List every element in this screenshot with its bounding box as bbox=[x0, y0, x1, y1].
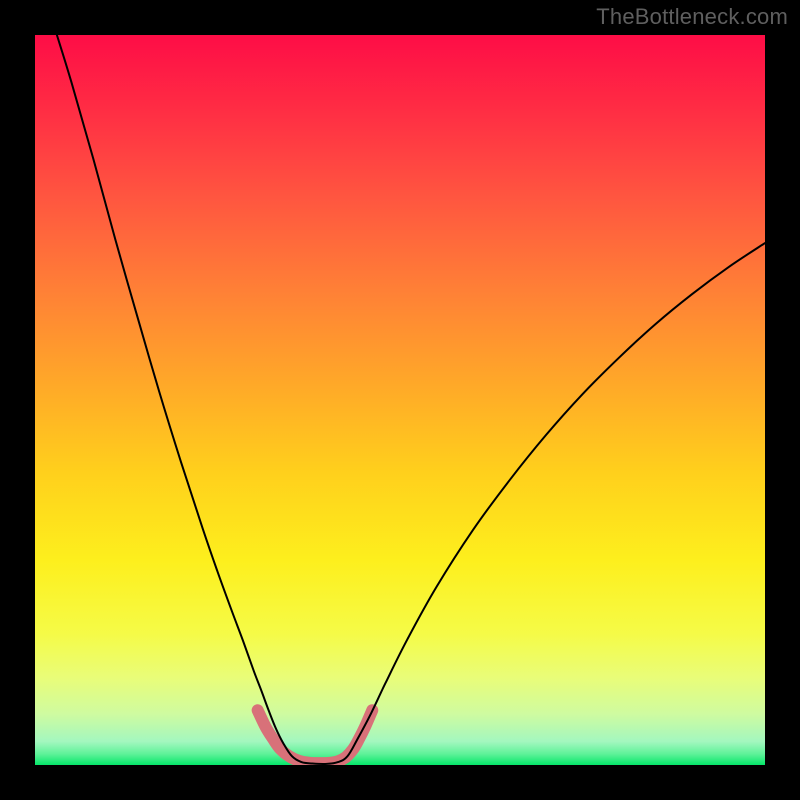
bottleneck-chart bbox=[35, 35, 765, 765]
watermark-text: TheBottleneck.com bbox=[596, 4, 788, 30]
chart-container: TheBottleneck.com bbox=[0, 0, 800, 800]
